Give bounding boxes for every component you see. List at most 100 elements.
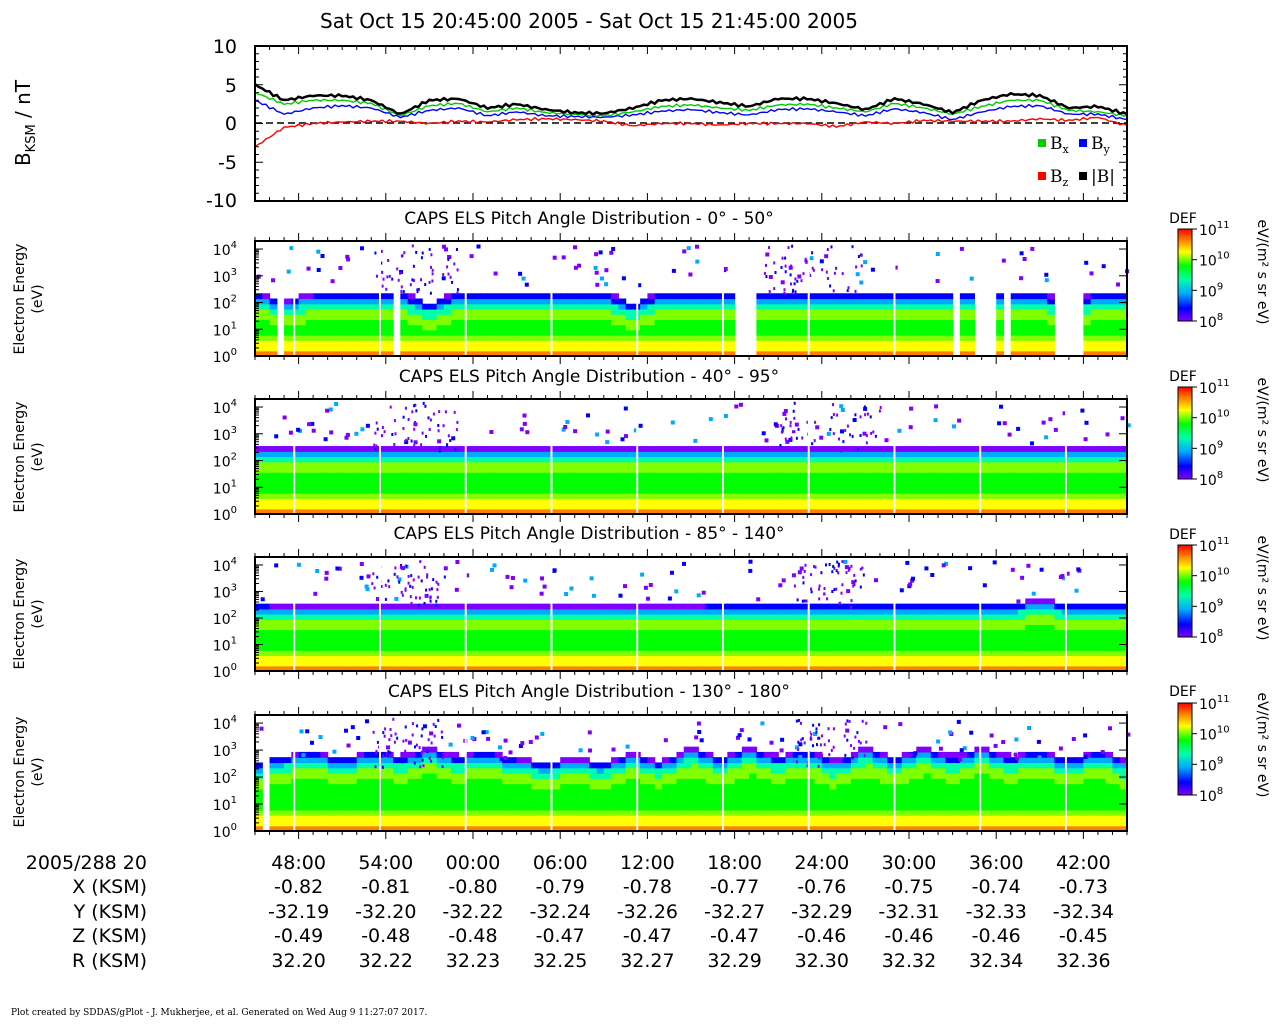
spectrogram-cell xyxy=(567,665,576,672)
spectrogram-cell xyxy=(364,345,372,352)
spectrogram-cell xyxy=(887,293,896,300)
spectrogram-cell xyxy=(647,446,656,452)
spectrogram-cell xyxy=(1068,498,1077,505)
spectrogram-speck xyxy=(310,421,315,426)
spectrogram-cell xyxy=(538,303,547,310)
spectrogram-speck xyxy=(593,265,598,270)
spectrogram-cell xyxy=(414,308,423,315)
spectrogram-cell xyxy=(509,456,518,463)
spectrogram-cell xyxy=(1032,461,1041,468)
spectrogram-cell xyxy=(436,619,445,625)
spectrogram-cell xyxy=(683,319,692,326)
spectrogram-cell xyxy=(821,603,830,610)
spectrogram-cell xyxy=(349,466,358,473)
spectrogram-cell xyxy=(465,456,474,463)
spectrogram-cell xyxy=(574,293,583,300)
spectrogram-cell xyxy=(778,650,787,657)
spectrogram-burst-speck xyxy=(380,249,383,253)
spectrogram-cell xyxy=(901,446,910,452)
spectrogram-burst-speck xyxy=(793,401,796,405)
spectrogram-cell xyxy=(938,324,946,331)
spectrogram-cell xyxy=(1090,493,1099,499)
spectrogram-cell xyxy=(850,487,859,494)
spectrogram-cell xyxy=(938,487,946,494)
spectrogram-cell xyxy=(414,665,423,672)
spectrogram-speck xyxy=(620,437,625,442)
spectrogram-cell xyxy=(669,487,678,494)
spectrogram-cell xyxy=(552,614,561,620)
spectrogram-cell xyxy=(901,314,910,321)
spectrogram-cell xyxy=(356,451,365,458)
spectrogram-cell xyxy=(582,493,590,499)
spectrogram-cell xyxy=(378,482,387,489)
spectrogram-cell xyxy=(516,446,525,452)
spectrogram-cell xyxy=(1039,456,1048,463)
spectrogram-cell xyxy=(909,645,917,651)
spectrogram-cell xyxy=(1032,329,1041,336)
spectrogram-cell xyxy=(807,655,816,662)
spectrogram-cell xyxy=(618,503,627,510)
spectrogram-cell xyxy=(494,456,503,463)
spectrogram-cell xyxy=(945,451,954,458)
spectrogram-cell xyxy=(385,655,394,662)
spectrogram-cell xyxy=(269,603,278,610)
spectrogram-cell xyxy=(661,335,670,341)
spectrogram-cell xyxy=(705,629,714,636)
spectrogram-cell xyxy=(531,650,539,657)
spectrogram-cell xyxy=(436,466,445,473)
spectrogram-cell xyxy=(342,314,351,321)
spectrogram-cell xyxy=(582,314,590,321)
spectrogram-cell xyxy=(720,335,728,341)
spectrogram-cell xyxy=(356,350,365,357)
spectrogram-cell xyxy=(879,477,888,484)
spectrogram-cell xyxy=(567,314,576,321)
spectrogram-cell xyxy=(560,314,569,321)
spectrogram-cell xyxy=(298,655,307,662)
spectrogram-cell xyxy=(276,634,285,641)
spectrogram-cell xyxy=(763,650,772,657)
spectrogram-cell xyxy=(378,624,387,631)
spectrogram-cell xyxy=(836,340,845,347)
spectrogram-cell xyxy=(916,293,925,300)
spectrogram-cell xyxy=(451,329,460,336)
spectrogram-cell xyxy=(364,650,372,657)
spectrogram-cell xyxy=(916,645,925,651)
spectrogram-cell xyxy=(1083,472,1092,479)
spectrogram-cell xyxy=(865,665,874,672)
spectrogram-cell xyxy=(269,650,278,657)
spectrogram-cell xyxy=(865,629,874,636)
spectrogram-cell xyxy=(901,461,910,468)
spectrogram-cell xyxy=(269,503,278,510)
spectrogram-cell xyxy=(836,608,845,615)
spectrogram-cell xyxy=(712,665,721,672)
spectrogram-speck xyxy=(624,434,628,439)
spectrogram-cell xyxy=(611,329,619,336)
spectrogram-cell xyxy=(422,493,430,499)
spectrogram-ylabel: Electron Energy (eV) xyxy=(12,559,46,670)
spectrogram-cell xyxy=(582,665,590,672)
spectrogram-cell xyxy=(938,340,946,347)
spectrogram-cell xyxy=(669,645,678,651)
spectrogram-cell xyxy=(1047,345,1055,352)
spectrogram-burst-speck xyxy=(832,289,835,293)
spectrogram-cell xyxy=(836,482,845,489)
spectrogram-speck xyxy=(441,276,446,281)
spectrogram-cell xyxy=(691,324,699,331)
spectrogram-burst-speck xyxy=(784,264,787,268)
spectrogram-cell xyxy=(1032,335,1041,341)
spectrogram-cell xyxy=(523,498,532,505)
spectrogram-cell xyxy=(494,614,503,620)
spectrogram-cell xyxy=(473,350,481,357)
spectrogram-cell xyxy=(458,303,467,310)
spectrogram-cell xyxy=(974,498,983,505)
spectrogram-cell xyxy=(480,298,489,305)
spectrogram-cell xyxy=(749,603,757,610)
spectrogram-cell xyxy=(916,451,925,458)
spectrogram-cell xyxy=(930,508,939,515)
spectrogram-speck xyxy=(334,402,339,406)
spectrogram-cell xyxy=(829,482,837,489)
spectrogram-cell xyxy=(778,345,787,352)
spectrogram-cell xyxy=(414,456,423,463)
spectrogram-cell xyxy=(305,324,314,331)
spectrogram-cell xyxy=(727,314,736,321)
